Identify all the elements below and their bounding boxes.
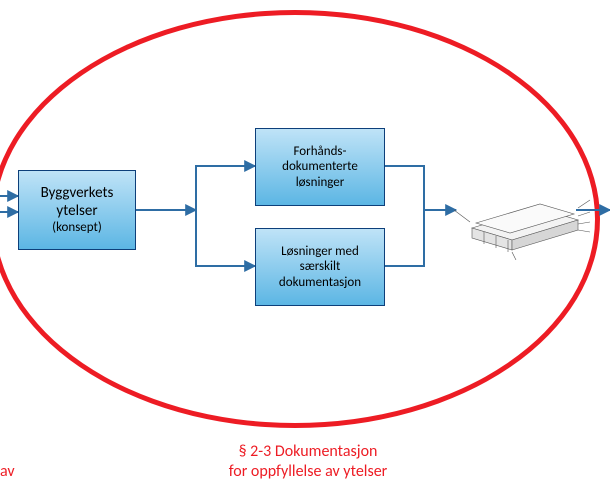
technical-drawing-icon <box>452 170 592 265</box>
node-forhandsdokumenterte-losninger: Forhånds- dokumenterte løsninger <box>255 128 385 206</box>
node-label: dokumentasjon <box>279 275 361 291</box>
node-sublabel: (konsept) <box>52 220 102 236</box>
partial-cropped-text: av <box>0 462 15 481</box>
node-label: Forhånds- <box>294 144 347 160</box>
node-label: særskilt <box>300 259 341 275</box>
node-label: dokumenterte <box>282 159 358 175</box>
caption-line: for oppfyllelse av ytelser <box>229 462 388 481</box>
node-label: ytelser <box>56 202 97 220</box>
node-losninger-saerskilt-dokumentasjon: Løsninger med særskilt dokumentasjon <box>255 228 385 306</box>
caption-line: § 2-3 Dokumentasjon <box>239 442 378 461</box>
node-byggverkets-ytelser: Byggverkets ytelser (konsept) <box>18 170 136 250</box>
section-caption: § 2-3 Dokumentasjon for oppfyllelse av y… <box>188 442 428 482</box>
node-label: Løsninger med <box>281 244 359 260</box>
node-label: løsninger <box>296 175 345 191</box>
node-label: Byggverkets <box>41 184 114 202</box>
